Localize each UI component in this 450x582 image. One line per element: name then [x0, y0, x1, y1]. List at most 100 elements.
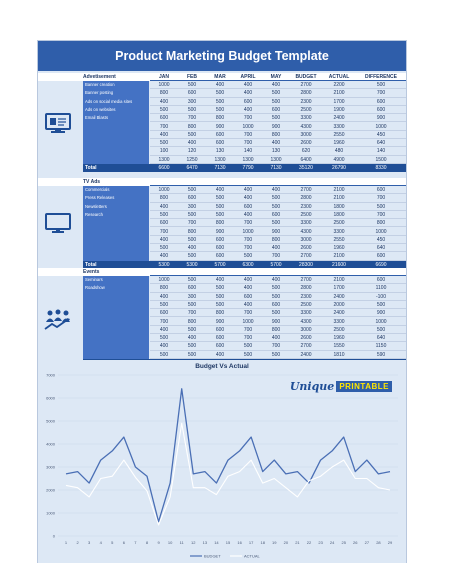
table-cell: 900 — [271, 228, 281, 235]
table-cell: 450 — [376, 131, 386, 138]
table-cell: 500 — [159, 335, 169, 342]
total-cell: 8330 — [375, 165, 387, 171]
column-header: APRIL — [240, 74, 256, 80]
table-row: 500 400 600 700 400 2600 1960 640 — [150, 334, 406, 343]
table-row: 800 600 500 400 500 2800 1700 1100 — [150, 284, 406, 293]
table-cell: 1800 — [333, 211, 345, 218]
table-cell: 2400 — [333, 293, 345, 300]
item-name: Commercials — [85, 187, 110, 192]
budget-sheet: Product Marketing Budget Template Adveti… — [37, 40, 407, 563]
table-cell: 800 — [215, 115, 225, 122]
budget-vs-actual-chart: Budget Vs Actual 0 1000 2000 3000 4000 5000 60… — [38, 360, 406, 563]
table-cell: 700 — [187, 310, 197, 317]
total-cell: 6690 — [375, 261, 387, 268]
table-cell: 400 — [243, 90, 253, 97]
series-line-actual — [65, 422, 391, 526]
section-name: TV Ads — [83, 179, 101, 185]
table-cell: 500 — [215, 211, 225, 218]
table-cell: 500 — [243, 343, 253, 350]
table-cell: 2700 — [300, 82, 312, 88]
table-cell: 700 — [243, 335, 253, 342]
table-cell: 600 — [187, 285, 197, 292]
table-cell: 100 — [159, 148, 169, 155]
table-cell: 700 — [187, 220, 197, 227]
table-cell: 600 — [215, 343, 225, 350]
table-cell: 500 — [159, 245, 169, 252]
table-cell: 2800 — [300, 90, 312, 97]
table-cell: 600 — [376, 98, 386, 105]
total-cell: 26790 — [332, 165, 346, 171]
table-cell: 1100 — [375, 285, 387, 292]
table-cell: 500 — [271, 90, 281, 97]
table-cell: 1000 — [375, 318, 387, 325]
table-cell: 1300 — [242, 156, 254, 163]
table-cell: 2700 — [300, 343, 312, 350]
section-name: Events — [83, 269, 100, 275]
table-cell: 600 — [271, 211, 281, 218]
table-cell: 1150 — [375, 343, 387, 350]
table-cell: 500 — [243, 351, 253, 358]
table-cell: 400 — [159, 131, 169, 138]
table-row: 400 300 500 600 500 2300 1700 600 — [150, 98, 406, 106]
table-cell: 500 — [271, 293, 281, 300]
table-row: 400 500 600 700 800 3000 2500 500 — [150, 326, 406, 335]
table-row: 400 300 500 600 500 2300 1800 500 — [150, 203, 406, 211]
total-cell: 6470 — [186, 165, 198, 171]
x-tick-label: 5 — [111, 540, 114, 545]
table-cell: 1960 — [333, 245, 345, 252]
table-cell: 1300 — [270, 156, 282, 163]
table-cell: 700 — [243, 115, 253, 122]
item-name: Roadshow — [85, 285, 105, 291]
total-cell: 28300 — [299, 261, 313, 268]
x-tick-label: 6 — [123, 540, 126, 545]
item-name-column: Seminars Roadshow — [83, 276, 149, 359]
section-name: Advetisement — [83, 74, 116, 80]
total-cell: 6300 — [242, 261, 254, 268]
table-cell: 700 — [159, 123, 169, 130]
table-cell: 600 — [187, 90, 197, 97]
table-row: 1000 500 400 400 400 2700 2100 600 — [150, 276, 406, 285]
table-cell: 600 — [215, 140, 225, 147]
table-cell: 700 — [243, 220, 253, 227]
table-cell: 2700 — [300, 277, 312, 283]
table-cell: 400 — [159, 203, 169, 210]
table-cell: 3300 — [333, 123, 345, 130]
item-name: Banner posting — [85, 90, 114, 96]
table-cell: 4900 — [333, 156, 345, 163]
table-cell: 2200 — [333, 82, 345, 88]
series-line-budget — [65, 388, 391, 523]
table-cell: 600 — [159, 220, 169, 227]
table-cell: 800 — [215, 220, 225, 227]
table-cell: 400 — [243, 301, 253, 308]
table-cell: 2800 — [300, 285, 312, 292]
y-tick-label: 3000 — [46, 465, 56, 470]
table-cell: 1000 — [242, 123, 254, 130]
table-cell: 800 — [159, 285, 169, 292]
item-name-column: Banner creation Banner posting Ads on soci… — [83, 81, 149, 164]
table-row: 400 300 500 600 500 2300 2400 -100 — [150, 293, 406, 301]
x-tick-label: 28 — [376, 540, 381, 545]
item-name: Research — [85, 211, 103, 217]
table-row: 500 500 500 400 600 2500 1900 600 — [150, 106, 406, 115]
table-cell: 2100 — [333, 187, 345, 193]
table-cell: 2400 — [300, 351, 312, 358]
table-cell: 600 — [215, 131, 225, 138]
y-tick-label: 6000 — [46, 396, 56, 401]
y-tick-label: 0 — [53, 534, 56, 539]
y-tick-label: 5000 — [46, 419, 56, 424]
table-row: 1000 500 400 400 400 2700 2100 600 — [150, 186, 406, 195]
x-tick-label: 20 — [284, 540, 289, 545]
table-cell: 800 — [215, 310, 225, 317]
table-cell: 500 — [159, 351, 169, 358]
column-header: MAY — [270, 74, 282, 80]
budget-section: Events Seminars Roadshow 1000 500 400 400 400 27… — [38, 268, 406, 367]
table-cell: 500 — [271, 310, 281, 317]
table-cell: 480 — [334, 148, 344, 155]
table-cell: 2600 — [300, 335, 312, 342]
table-cell: 620 — [301, 148, 311, 155]
total-cell: 21600 — [332, 261, 346, 268]
table-cell: 2100 — [333, 195, 345, 202]
table-cell: 1000 — [375, 228, 387, 235]
budget-section: TV Ads Commercials Press Releases Newslette… — [38, 178, 406, 269]
table-cell: 1700 — [333, 285, 345, 292]
